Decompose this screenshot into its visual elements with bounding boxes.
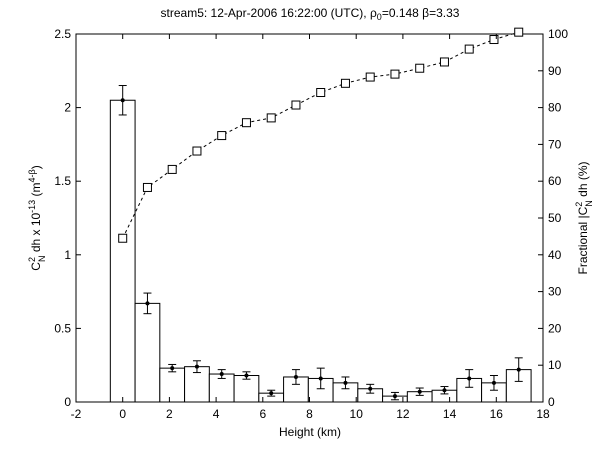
right-y-tick-label: 40	[548, 248, 562, 262]
right-y-axis-title: Fractional |C2N dh (%)	[574, 161, 594, 274]
right-y-tick-label: 10	[548, 358, 562, 372]
right-y-axis-title-sup2: 2	[574, 202, 584, 207]
x-axis-title: Height (km)	[279, 425, 341, 439]
cumulative-marker	[464, 44, 474, 54]
bar	[159, 367, 186, 403]
error-bar-point	[442, 388, 447, 393]
right-y-tick-label: 100	[548, 27, 568, 41]
left-y-tick-label: 2	[64, 101, 71, 115]
error-bar-point	[368, 386, 373, 391]
cumulative-marker	[340, 78, 350, 88]
chart-title-prefix: stream5: 12-Apr-2006 16:22:00 (UTC), ρ	[161, 6, 377, 20]
x-tick-label: 8	[306, 407, 313, 421]
right-y-tick-label: 30	[548, 285, 562, 299]
right-y-tick-label: 60	[548, 174, 562, 188]
left-y-tick-label: 0.5	[54, 321, 71, 335]
error-bar-point	[318, 376, 323, 381]
error-bar-point	[219, 372, 224, 377]
bar	[505, 369, 532, 403]
x-tick-label: 12	[396, 407, 410, 421]
error-bar-point	[170, 366, 175, 371]
cumulative-marker	[167, 164, 177, 174]
left-y-tick-label: 1	[64, 248, 71, 262]
error-bar-point	[516, 367, 521, 372]
left-y-tick-label: 0	[64, 395, 71, 409]
left-y-axis-title-subn: N	[37, 256, 47, 263]
chart-title: stream5: 12-Apr-2006 16:22:00 (UTC), ρ0=…	[161, 6, 460, 22]
right-y-axis-title-subn: N	[584, 200, 594, 207]
cumulative-marker	[415, 63, 425, 73]
cumulative-marker	[192, 146, 202, 156]
error-bar-point	[343, 380, 348, 385]
right-y-tick-label: 50	[548, 211, 562, 225]
cumulative-marker	[514, 27, 524, 37]
right-y-tick-label: 80	[548, 101, 562, 115]
error-bars-layer	[118, 85, 523, 401]
chart-title-subscript: 0	[377, 12, 382, 22]
error-bar-point	[417, 389, 422, 394]
right-y-tick-label: 90	[548, 64, 562, 78]
right-y-axis-title-suffix: dh (%)	[576, 161, 590, 200]
cumulative-marker	[118, 233, 128, 243]
x-tick-label: 6	[259, 407, 266, 421]
left-y-axis-title-mid: dh x 10	[29, 213, 43, 256]
cumulative-marker	[390, 69, 400, 79]
cumulative-line-layer	[118, 27, 524, 243]
left-y-axis-title-unit-open: (m	[29, 182, 43, 199]
error-bar-point	[194, 364, 199, 369]
left-y-tick-label: 1.5	[54, 174, 71, 188]
bars-layer	[109, 99, 532, 403]
cumulative-marker	[365, 72, 375, 82]
error-bar-point	[120, 98, 125, 103]
cumulative-marker	[266, 113, 276, 123]
error-bar-point	[269, 391, 274, 396]
chart-title-suffix: =0.148 β=3.33	[382, 6, 460, 20]
cumulative-marker	[241, 118, 251, 128]
error-bar-point	[293, 374, 298, 379]
x-tick-label: 0	[119, 407, 126, 421]
x-tick-label: -2	[71, 407, 82, 421]
error-bar-point	[145, 301, 150, 306]
error-bar-point	[244, 373, 249, 378]
x-tick-label: 18	[536, 407, 550, 421]
left-y-axis-title-exp: -13	[27, 200, 37, 213]
x-tick-label: 16	[490, 407, 504, 421]
bar	[134, 302, 161, 403]
right-y-tick-label: 70	[548, 137, 562, 151]
left-y-axis-title-unit-close: )	[29, 165, 43, 169]
x-tick-label: 14	[443, 407, 457, 421]
x-tick-label: 10	[350, 407, 364, 421]
cumulative-marker	[142, 182, 152, 192]
cumulative-marker	[439, 57, 449, 67]
bar	[109, 99, 136, 403]
cumulative-marker	[217, 131, 227, 141]
error-bar-point	[392, 394, 397, 399]
right-y-tick-label: 0	[548, 395, 555, 409]
cumulative-marker	[489, 35, 499, 45]
left-y-axis-title-sup2: 2	[27, 257, 37, 262]
left-y-tick-label: 2.5	[54, 27, 71, 41]
x-tick-label: 2	[166, 407, 173, 421]
x-axis-ticks: -2 0 2 4 6 8 10 12 14 16 18	[71, 34, 550, 421]
x-tick-label: 4	[213, 407, 220, 421]
left-y-axis-ticks: 0 0.5 1 1.5 2 2.5	[54, 27, 81, 409]
right-y-axis-title-prefix: Fractional |C	[576, 206, 590, 274]
error-bar-point	[467, 376, 472, 381]
cumulative-marker	[291, 100, 301, 110]
cumulative-marker	[316, 88, 326, 98]
left-y-axis-title: C2N dh x 10-13 (m4-β)	[27, 165, 47, 270]
error-bar-point	[491, 380, 496, 385]
left-y-axis-title-c: C	[29, 262, 43, 271]
right-y-axis-ticks: 0 10 20 30 40 50 60 70 80 90 100	[538, 27, 568, 409]
left-y-axis-title-unit-exp: 4-β	[27, 169, 37, 182]
right-y-tick-label: 20	[548, 321, 562, 335]
